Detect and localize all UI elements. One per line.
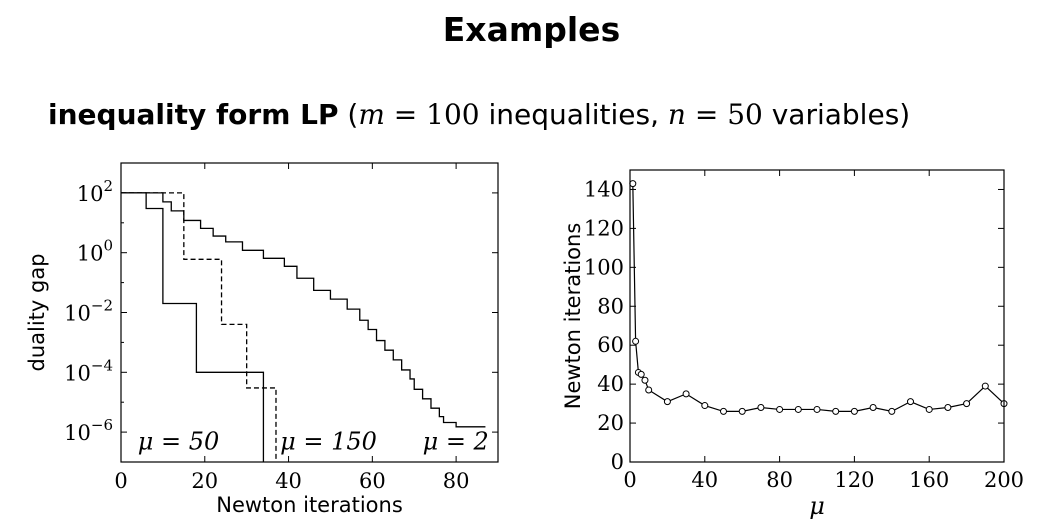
data-point bbox=[1000, 400, 1008, 408]
data-point bbox=[632, 337, 640, 345]
series-label-2: μ = 2 bbox=[423, 427, 489, 455]
subtitle-m-symbol: m bbox=[358, 98, 385, 131]
subtitle-problem-name: inequality form LP bbox=[48, 98, 339, 131]
x-tick-label: 60 bbox=[359, 469, 386, 493]
subtitle-n-symbol: n bbox=[667, 98, 686, 131]
y-tick-label: 10−2 bbox=[64, 297, 113, 326]
x-tick-label: 40 bbox=[691, 468, 718, 492]
y-tick-label: 100 bbox=[584, 255, 624, 279]
data-point bbox=[720, 407, 727, 415]
plot-frame bbox=[120, 162, 499, 463]
x-tick-label: 80 bbox=[443, 469, 470, 493]
series-label-1: μ = 150 bbox=[280, 427, 377, 455]
data-point bbox=[981, 382, 989, 390]
y-tick-label: 140 bbox=[584, 177, 624, 201]
y-tick-label: 120 bbox=[584, 216, 624, 240]
data-point bbox=[682, 390, 690, 398]
subtitle-m-value: = 100 bbox=[384, 98, 489, 131]
subtitle-m-label: inequalities, bbox=[488, 98, 668, 131]
subtitle-n-value: = 50 bbox=[685, 98, 772, 131]
data-point bbox=[888, 407, 896, 415]
series-line-1 bbox=[121, 192, 277, 462]
y-tick-label: 10−6 bbox=[64, 416, 113, 445]
y-tick-label: 80 bbox=[597, 294, 624, 318]
data-point bbox=[907, 398, 914, 406]
data-point bbox=[832, 407, 840, 415]
y-tick-label: 0 bbox=[611, 450, 624, 474]
series-line-2 bbox=[121, 192, 486, 428]
y-tick-label: 102 bbox=[77, 177, 113, 206]
x-tick-label: 120 bbox=[834, 468, 874, 492]
series-line bbox=[632, 183, 1005, 413]
data-point bbox=[794, 405, 802, 413]
y-tick-label: 100 bbox=[77, 237, 113, 266]
y-tick-label: 20 bbox=[597, 411, 624, 435]
y-tick-label: 60 bbox=[597, 333, 624, 357]
data-point bbox=[925, 405, 933, 413]
data-point bbox=[776, 405, 784, 413]
x-tick-label: 80 bbox=[766, 468, 793, 492]
y-axis-label: duality gap bbox=[25, 253, 49, 371]
slide-title: Examples bbox=[442, 10, 621, 49]
data-point bbox=[641, 376, 649, 384]
x-tick-label: 200 bbox=[984, 468, 1024, 492]
x-tick-label: 20 bbox=[191, 469, 218, 493]
x-axis-label: Newton iterations bbox=[216, 493, 403, 517]
series-label-0: μ = 50 bbox=[138, 427, 220, 455]
data-point bbox=[757, 403, 765, 411]
x-tick-label: 40 bbox=[275, 469, 302, 493]
slide-subtitle: inequality form LP (m = 100 inequalities… bbox=[48, 98, 910, 131]
y-axis-label: Newton iterations bbox=[561, 223, 585, 410]
x-tick-label: 0 bbox=[114, 469, 127, 493]
y-tick-label: 40 bbox=[597, 372, 624, 396]
data-point bbox=[701, 402, 709, 410]
subtitle-n-label: variables) bbox=[771, 98, 911, 131]
data-point bbox=[634, 368, 642, 376]
data-point bbox=[637, 370, 645, 378]
plot-frame bbox=[629, 169, 1005, 463]
x-tick-label: 160 bbox=[909, 468, 949, 492]
data-point bbox=[963, 400, 971, 408]
series-line-0 bbox=[121, 192, 265, 462]
data-point bbox=[850, 407, 858, 415]
data-point bbox=[645, 386, 653, 394]
x-tick-label: 0 bbox=[623, 468, 636, 492]
x-axis-label: μ bbox=[809, 492, 825, 520]
data-point bbox=[663, 398, 671, 406]
data-point bbox=[869, 403, 877, 411]
data-point bbox=[629, 180, 637, 188]
data-point bbox=[944, 403, 952, 411]
y-tick-label: 10−4 bbox=[64, 356, 113, 385]
subtitle-open-paren: ( bbox=[347, 98, 359, 131]
data-point bbox=[813, 405, 821, 413]
data-point bbox=[738, 407, 746, 415]
